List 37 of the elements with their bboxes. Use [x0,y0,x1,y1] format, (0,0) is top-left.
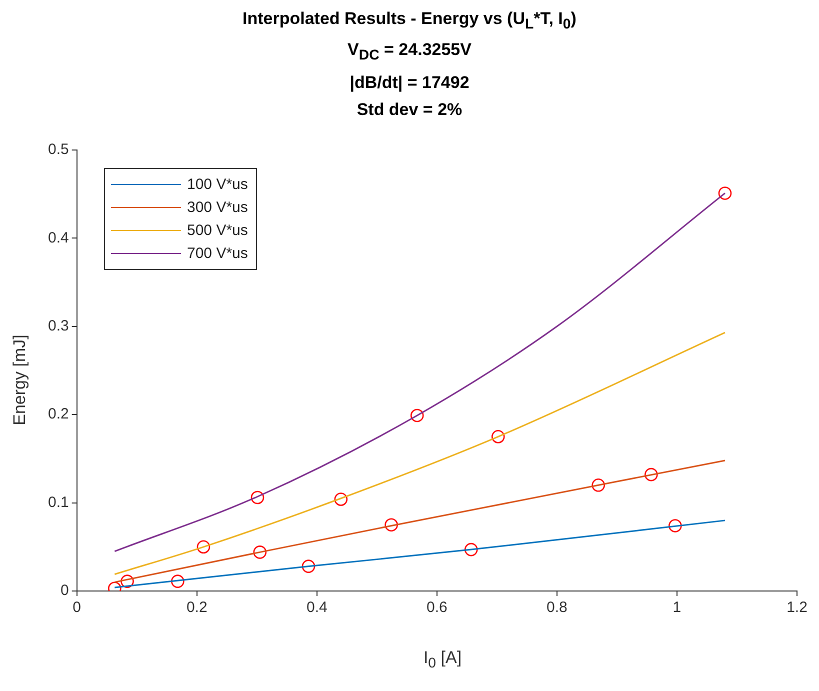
y-tick-label: 0.2 [48,406,69,423]
line-series [114,332,726,575]
point [253,546,267,559]
point [171,574,184,588]
x-tick-label: 0.4 [306,599,328,616]
legend-label: 300 V*us [187,199,248,216]
y-axis-title: Energy [mJ] [10,334,30,428]
point [464,542,478,556]
point [668,519,682,532]
y-tick-label: 0.4 [48,229,69,246]
x-tick-label: 0 [72,599,82,616]
point [120,574,134,588]
x-tick-label: 0.8 [546,599,568,616]
point [491,430,505,444]
y-tick-label: 0 [60,582,69,600]
point [410,408,424,422]
legend-label: 500 V*us [187,222,248,239]
legend-label: 700 V*us [187,245,248,262]
y-tick-label: 0.3 [48,318,69,335]
point [196,540,210,554]
point [592,478,606,492]
y-tick-label: 0.1 [48,494,69,511]
point [334,492,348,506]
point [644,468,658,482]
x-tick-label: 1.2 [786,599,808,616]
point [302,560,316,573]
point [718,186,732,200]
chart-subtitle: V$_{DC}$ = 24.3255V |dB/dt| = 17492 Std dev = 2% [346,39,472,122]
y-tick-label: 0.5 [48,141,69,158]
chart-title: Interpolated Results - Energy vs (U$_{L}$*T, I$_{0}$) [242,8,578,34]
x-axis-title: I$_{0}$ [A] [422,648,463,672]
legend-label: 100 V*us [187,176,248,193]
point [250,490,264,504]
point [384,518,398,532]
x-tick-label: 0.6 [426,599,448,616]
x-tick-label: 0.2 [186,599,208,616]
x-tick-label: 1 [672,599,682,616]
